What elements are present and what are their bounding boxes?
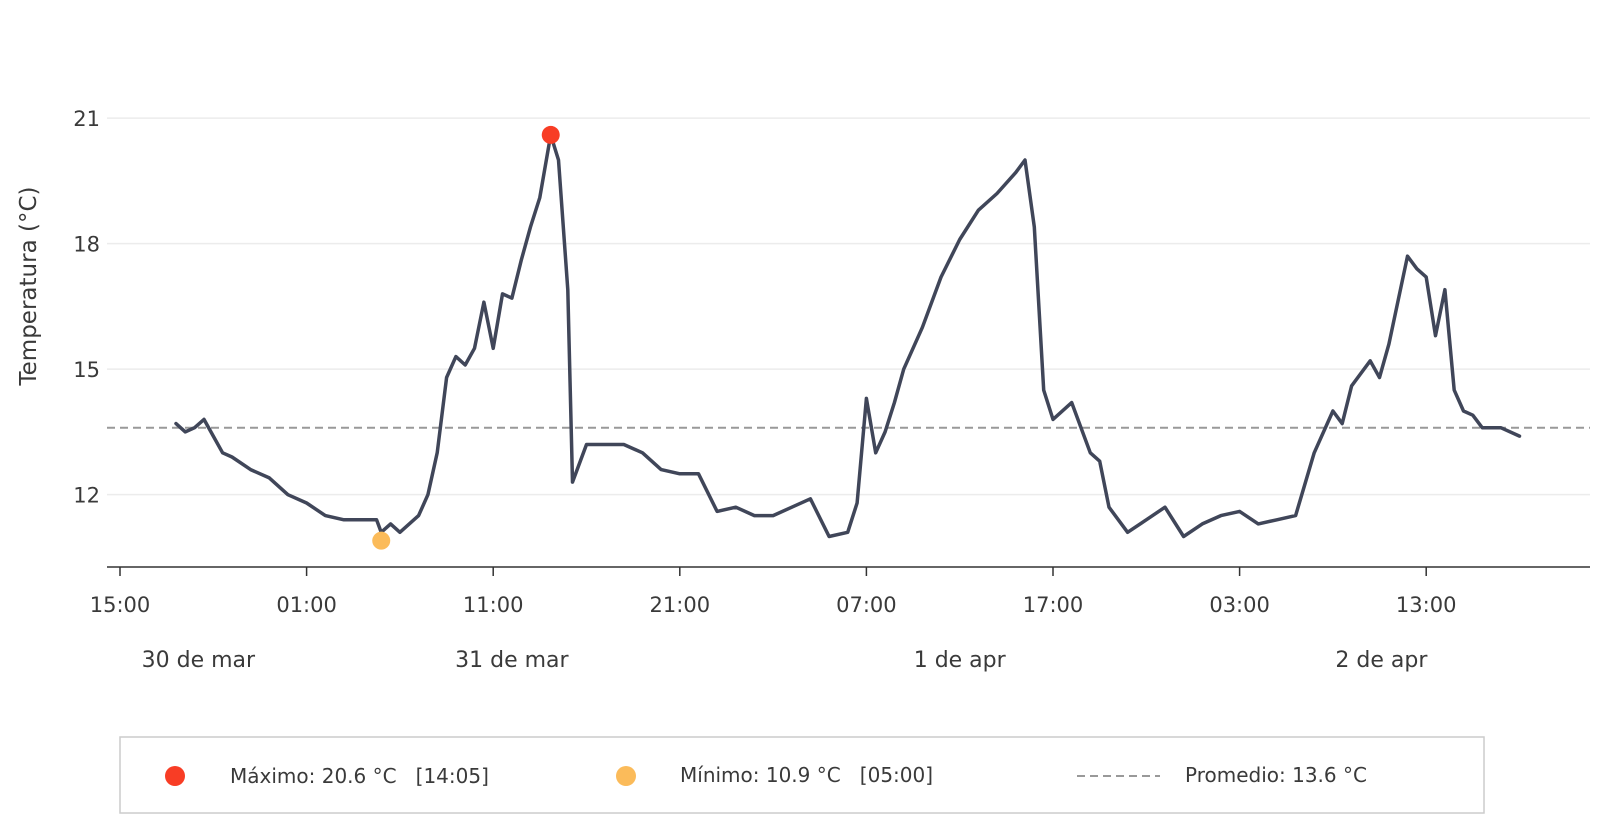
x-tick-label-6: 03:00 bbox=[1209, 593, 1270, 617]
min-point bbox=[372, 531, 391, 550]
grid-lines bbox=[107, 117, 1590, 496]
date-label-0: 30 de mar bbox=[142, 648, 256, 673]
x-tick-label-1: 01:00 bbox=[276, 593, 337, 617]
max-point bbox=[541, 125, 560, 144]
date-label-3: 2 de apr bbox=[1335, 648, 1428, 673]
date-label-2: 1 de apr bbox=[914, 648, 1007, 673]
x-tick-label-0: 15:00 bbox=[90, 593, 151, 617]
date-labels: 30 de mar 31 de mar 1 de apr 2 de apr bbox=[142, 648, 1429, 673]
x-axis-ticks: 15:00 01:00 11:00 21:00 07:00 17:00 03:00 13:00 bbox=[90, 567, 1457, 617]
y-tick-label-18: 18 bbox=[73, 233, 100, 257]
legend-max-label: Máximo: 20.6 °C [14:05] bbox=[230, 764, 489, 788]
legend: Máximo: 20.6 °C [14:05] Mínimo: 10.9 °C … bbox=[119, 736, 1485, 814]
x-tick-label-4: 07:00 bbox=[836, 593, 897, 617]
y-tick-label-21: 21 bbox=[73, 107, 100, 131]
y-tick-label-12: 12 bbox=[73, 484, 100, 508]
legend-max-marker bbox=[165, 766, 185, 786]
x-tick-label-3: 21:00 bbox=[650, 593, 711, 617]
series-line-temperatura bbox=[174, 133, 1522, 539]
x-tick-label-7: 13:00 bbox=[1396, 593, 1457, 617]
legend-mean-label: Promedio: 13.6 °C bbox=[1185, 763, 1367, 787]
x-tick-label-2: 11:00 bbox=[463, 593, 524, 617]
y-axis-label: Temperatura (°C) bbox=[16, 187, 42, 387]
x-tick-label-5: 17:00 bbox=[1023, 593, 1084, 617]
date-label-1: 31 de mar bbox=[455, 648, 569, 673]
y-tick-label-15: 15 bbox=[73, 358, 100, 382]
legend-box bbox=[119, 736, 1485, 814]
legend-min-label: Mínimo: 10.9 °C [05:00] bbox=[680, 763, 933, 787]
y-axis-ticks: 12 15 18 21 bbox=[73, 107, 100, 508]
legend-min-marker bbox=[616, 766, 636, 786]
